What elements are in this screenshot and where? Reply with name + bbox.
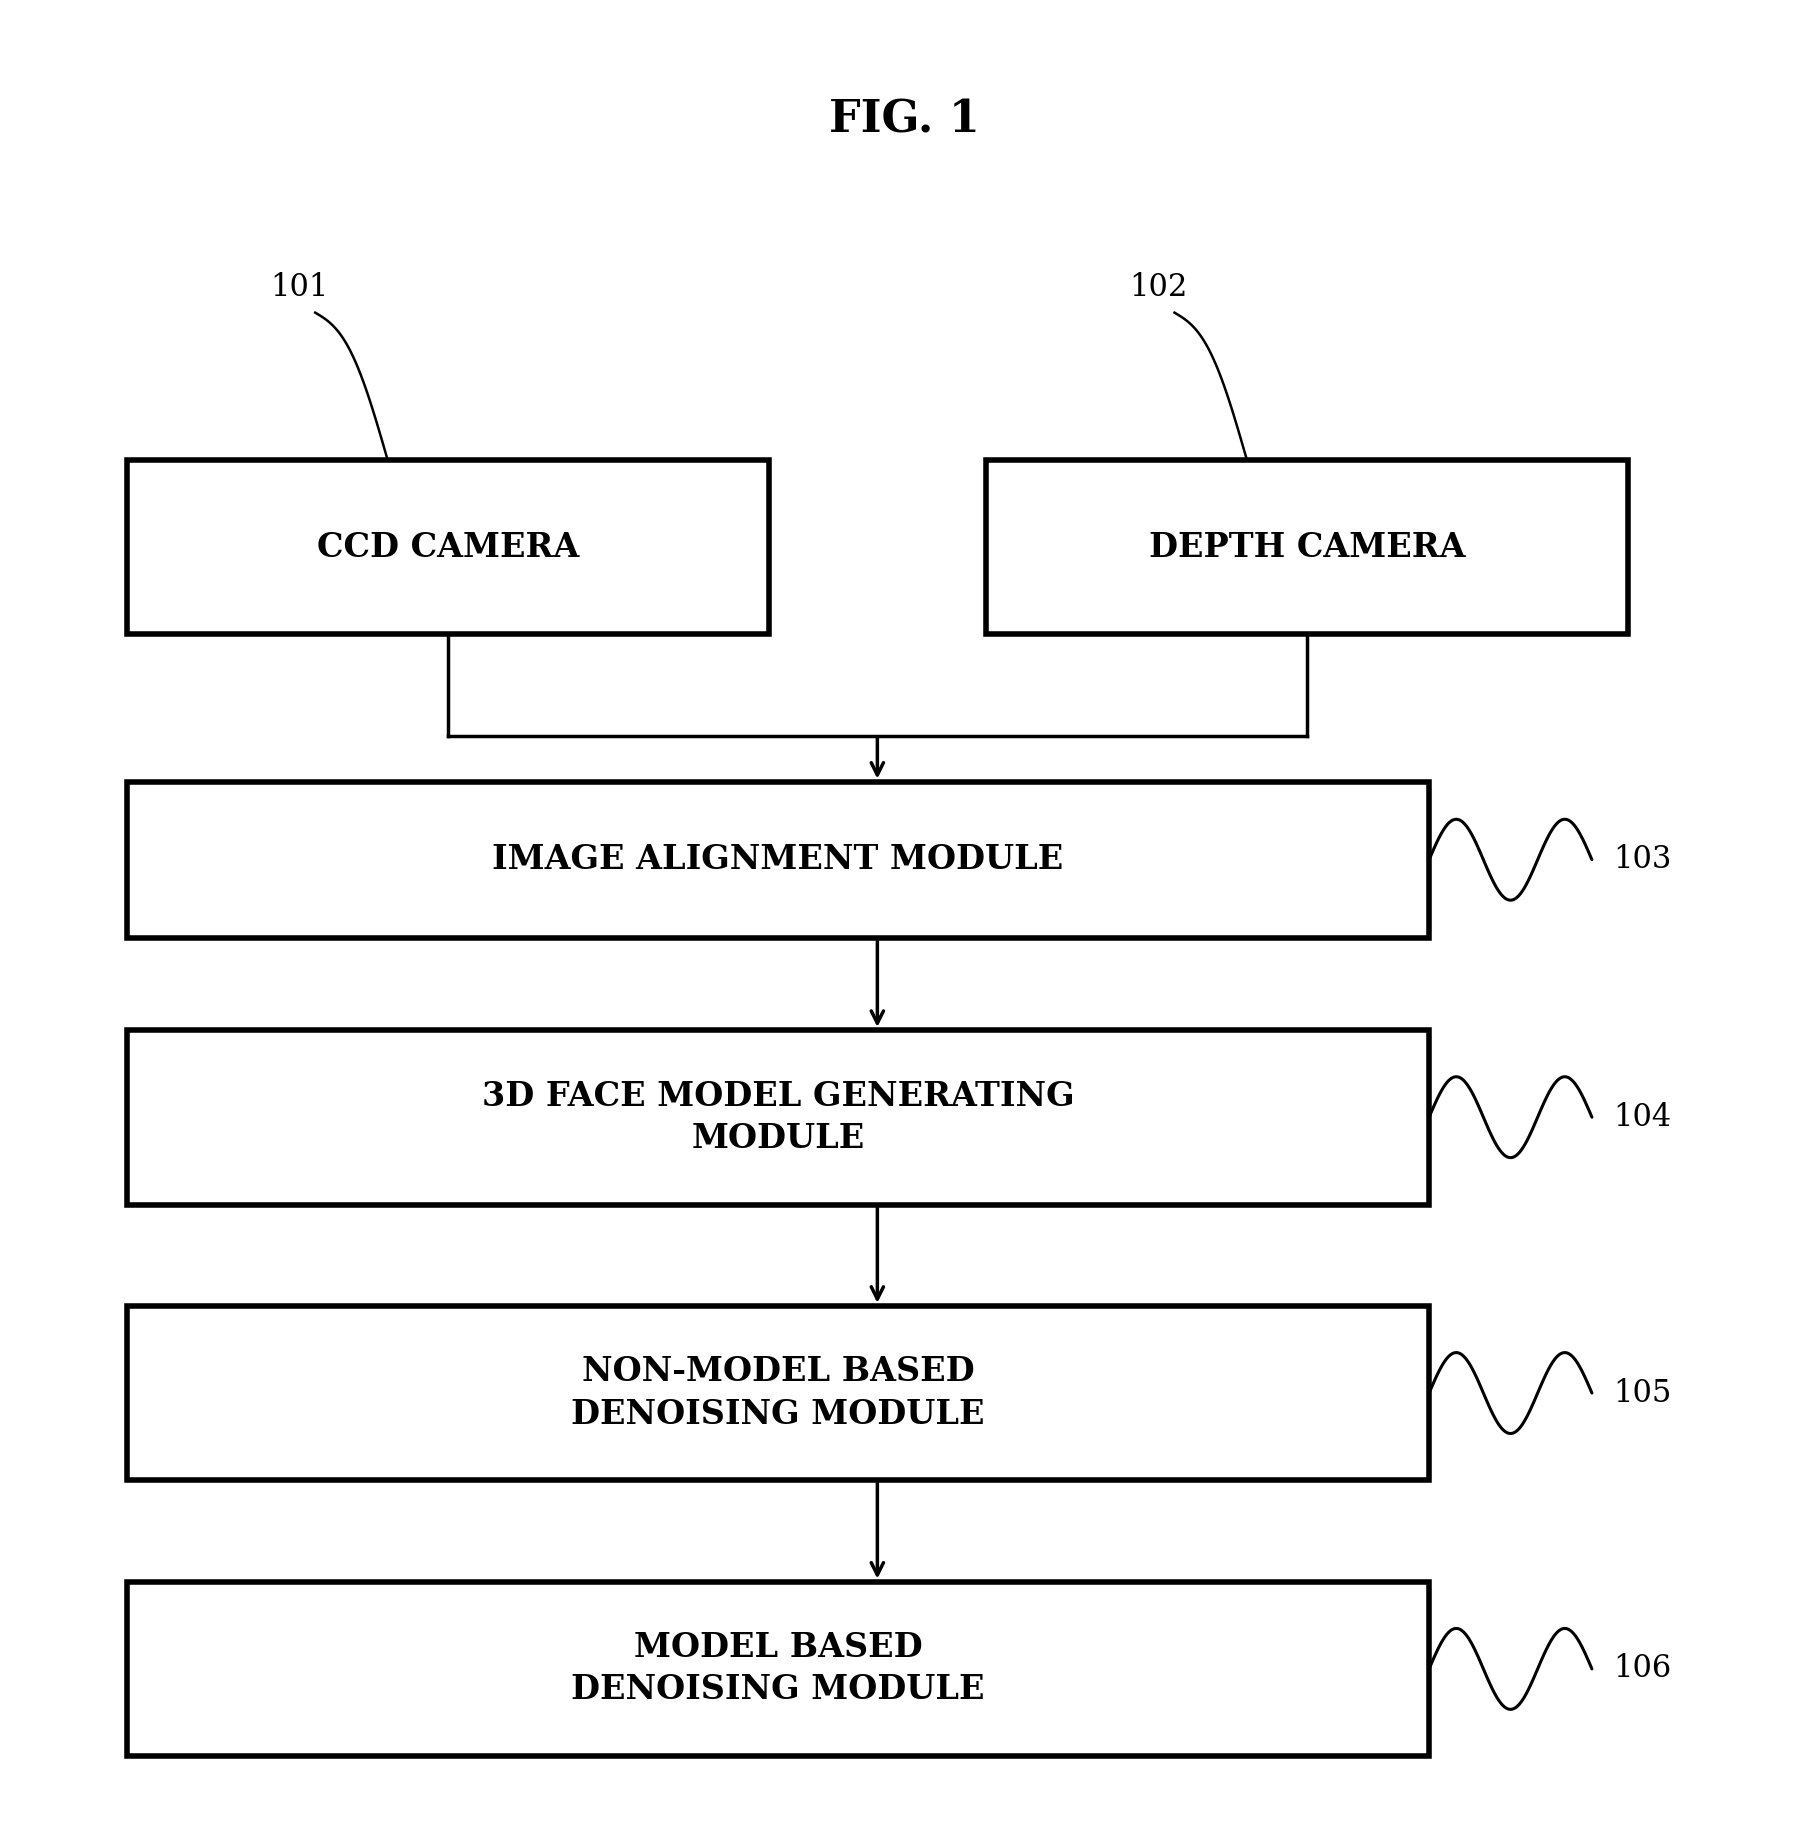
Text: CCD CAMERA: CCD CAMERA bbox=[317, 531, 579, 563]
Text: 105: 105 bbox=[1614, 1377, 1672, 1409]
Text: DEPTH CAMERA: DEPTH CAMERA bbox=[1149, 531, 1465, 563]
FancyBboxPatch shape bbox=[127, 1306, 1429, 1480]
Text: 102: 102 bbox=[1129, 272, 1189, 303]
FancyBboxPatch shape bbox=[127, 782, 1429, 938]
Text: 103: 103 bbox=[1614, 844, 1672, 875]
Text: MODEL BASED
DENOISING MODULE: MODEL BASED DENOISING MODULE bbox=[572, 1631, 984, 1707]
FancyBboxPatch shape bbox=[127, 460, 769, 634]
FancyBboxPatch shape bbox=[986, 460, 1628, 634]
Text: 104: 104 bbox=[1614, 1102, 1672, 1133]
Text: 101: 101 bbox=[270, 272, 329, 303]
FancyBboxPatch shape bbox=[127, 1582, 1429, 1756]
FancyBboxPatch shape bbox=[127, 1030, 1429, 1205]
Text: 3D FACE MODEL GENERATING
MODULE: 3D FACE MODEL GENERATING MODULE bbox=[481, 1079, 1075, 1155]
Text: NON-MODEL BASED
DENOISING MODULE: NON-MODEL BASED DENOISING MODULE bbox=[572, 1355, 984, 1431]
Text: FIG. 1: FIG. 1 bbox=[829, 97, 980, 142]
Text: IMAGE ALIGNMENT MODULE: IMAGE ALIGNMENT MODULE bbox=[492, 844, 1064, 875]
Text: 106: 106 bbox=[1614, 1653, 1672, 1685]
